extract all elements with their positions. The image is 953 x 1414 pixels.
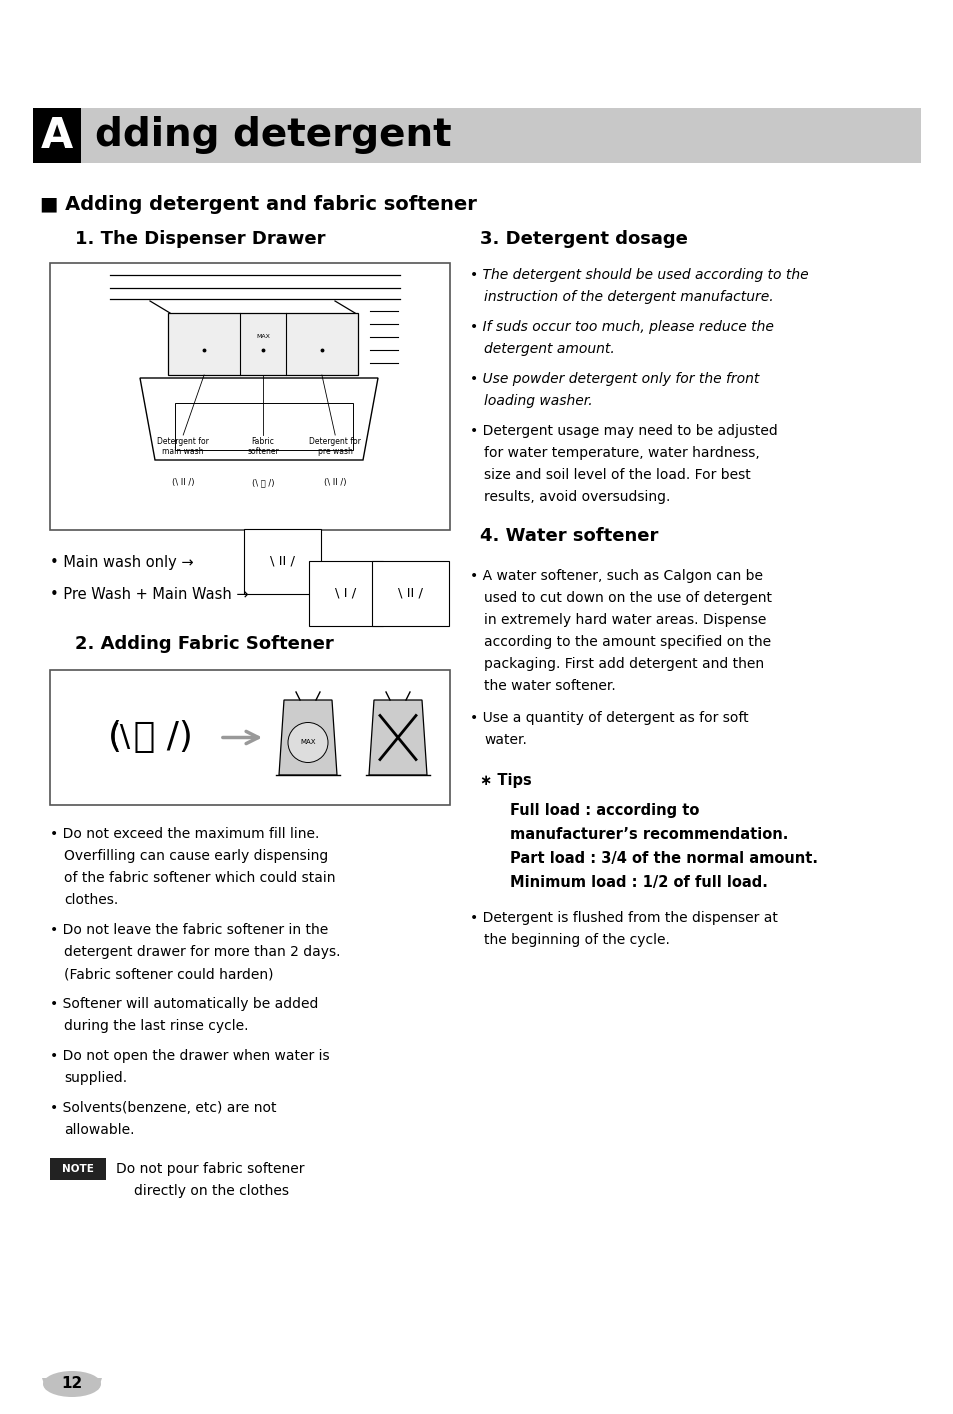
Text: Minimum load : 1/2 of full load.: Minimum load : 1/2 of full load.: [510, 875, 767, 889]
Text: water.: water.: [483, 732, 526, 747]
Text: Part load : 3/4 of the normal amount.: Part load : 3/4 of the normal amount.: [510, 851, 817, 865]
Text: ∗ Tips: ∗ Tips: [479, 773, 531, 788]
Text: \ II /: \ II /: [270, 556, 294, 568]
Text: detergent amount.: detergent amount.: [483, 342, 614, 356]
Text: • Softener will automatically be added: • Softener will automatically be added: [50, 997, 318, 1011]
Text: the water softener.: the water softener.: [483, 679, 615, 693]
Bar: [168, 312, 357, 375]
Bar: [50, 263, 450, 530]
Text: • Do not leave the fabric softener in the: • Do not leave the fabric softener in th…: [50, 923, 328, 937]
Text: packaging. First add detergent and then: packaging. First add detergent and then: [483, 658, 763, 672]
Text: Detergent for
pre wash: Detergent for pre wash: [309, 437, 361, 457]
Text: (Fabric softener could harden): (Fabric softener could harden): [64, 967, 274, 981]
Text: • Detergent usage may need to be adjusted: • Detergent usage may need to be adjuste…: [470, 424, 777, 438]
Text: • Use powder detergent only for the front: • Use powder detergent only for the fron…: [470, 372, 759, 386]
Text: • If suds occur too much, please reduce the: • If suds occur too much, please reduce …: [470, 320, 773, 334]
Text: (\ II /): (\ II /): [172, 478, 194, 486]
Text: (\ II /): (\ II /): [324, 478, 346, 486]
Text: \ II /: \ II /: [397, 587, 422, 600]
Polygon shape: [278, 700, 336, 775]
Text: ■ Adding detergent and fabric softener: ■ Adding detergent and fabric softener: [40, 195, 476, 214]
Text: 1. The Dispenser Drawer: 1. The Dispenser Drawer: [75, 230, 325, 247]
Text: • Solvents(benzene, etc) are not: • Solvents(benzene, etc) are not: [50, 1102, 276, 1116]
Text: the beginning of the cycle.: the beginning of the cycle.: [483, 933, 669, 947]
Text: ( ⎈ /): ( ⎈ /): [108, 721, 193, 755]
Text: according to the amount specified on the: according to the amount specified on the: [483, 635, 770, 649]
Bar: [174, 403, 353, 450]
Text: •: •: [377, 587, 395, 601]
Text: directly on the clothes: directly on the clothes: [133, 1184, 289, 1198]
Bar: [50, 670, 450, 805]
Text: during the last rinse cycle.: during the last rinse cycle.: [64, 1019, 248, 1034]
Text: • The detergent should be used according to the: • The detergent should be used according…: [470, 269, 808, 281]
Text: MAX: MAX: [300, 740, 315, 745]
Text: detergent drawer for more than 2 days.: detergent drawer for more than 2 days.: [64, 945, 340, 959]
Text: • Do not open the drawer when water is: • Do not open the drawer when water is: [50, 1049, 330, 1063]
Text: 12: 12: [61, 1376, 83, 1391]
Text: \ I /: \ I /: [335, 587, 355, 600]
Text: Do not pour fabric softener: Do not pour fabric softener: [116, 1162, 304, 1176]
Text: dding detergent: dding detergent: [95, 116, 451, 154]
Bar: [50, 1158, 106, 1181]
Text: Full load : according to: Full load : according to: [510, 803, 699, 819]
Text: for water temperature, water hardness,: for water temperature, water hardness,: [483, 445, 759, 460]
Text: of the fabric softener which could stain: of the fabric softener which could stain: [64, 871, 335, 885]
Text: instruction of the detergent manufacture.: instruction of the detergent manufacture…: [483, 290, 773, 304]
Text: supplied.: supplied.: [64, 1070, 127, 1085]
Text: size and soil level of the load. For best: size and soil level of the load. For bes…: [483, 468, 750, 482]
Text: (\ ⎈ /): (\ ⎈ /): [252, 478, 274, 486]
Text: A: A: [41, 115, 73, 157]
Bar: [33, 107, 81, 163]
Text: loading washer.: loading washer.: [483, 395, 592, 409]
Text: 3. Detergent dosage: 3. Detergent dosage: [479, 230, 687, 247]
Text: • Detergent is flushed from the dispenser at: • Detergent is flushed from the dispense…: [470, 911, 777, 925]
Text: used to cut down on the use of detergent: used to cut down on the use of detergent: [483, 591, 771, 605]
Text: allowable.: allowable.: [64, 1123, 134, 1137]
Ellipse shape: [43, 1372, 101, 1397]
Polygon shape: [42, 1379, 102, 1390]
Text: Detergent for
main wash: Detergent for main wash: [157, 437, 209, 457]
Text: manufacturer’s recommendation.: manufacturer’s recommendation.: [510, 827, 787, 841]
Text: in extremely hard water areas. Dispense: in extremely hard water areas. Dispense: [483, 614, 765, 626]
Text: (\: (\: [108, 723, 130, 752]
Text: 2. Adding Fabric Softener: 2. Adding Fabric Softener: [75, 635, 334, 653]
Text: • A water softener, such as Calgon can be: • A water softener, such as Calgon can b…: [470, 568, 762, 583]
Text: Fabric
softener: Fabric softener: [247, 437, 278, 457]
Text: NOTE: NOTE: [62, 1164, 93, 1174]
Text: results, avoid oversudsing.: results, avoid oversudsing.: [483, 491, 670, 503]
Text: MAX: MAX: [255, 334, 270, 338]
Bar: [33, 107, 920, 163]
Polygon shape: [140, 378, 377, 460]
Polygon shape: [369, 700, 427, 775]
Circle shape: [288, 723, 328, 762]
Text: Overfilling can cause early dispensing: Overfilling can cause early dispensing: [64, 848, 328, 863]
Text: 4. Water softener: 4. Water softener: [479, 527, 658, 544]
Text: • Do not exceed the maximum fill line.: • Do not exceed the maximum fill line.: [50, 827, 319, 841]
Text: • Pre Wash + Main Wash →: • Pre Wash + Main Wash →: [50, 587, 249, 602]
Text: clothes.: clothes.: [64, 894, 118, 906]
Text: • Main wash only →: • Main wash only →: [50, 556, 193, 570]
Text: • Use a quantity of detergent as for soft: • Use a quantity of detergent as for sof…: [470, 711, 748, 725]
